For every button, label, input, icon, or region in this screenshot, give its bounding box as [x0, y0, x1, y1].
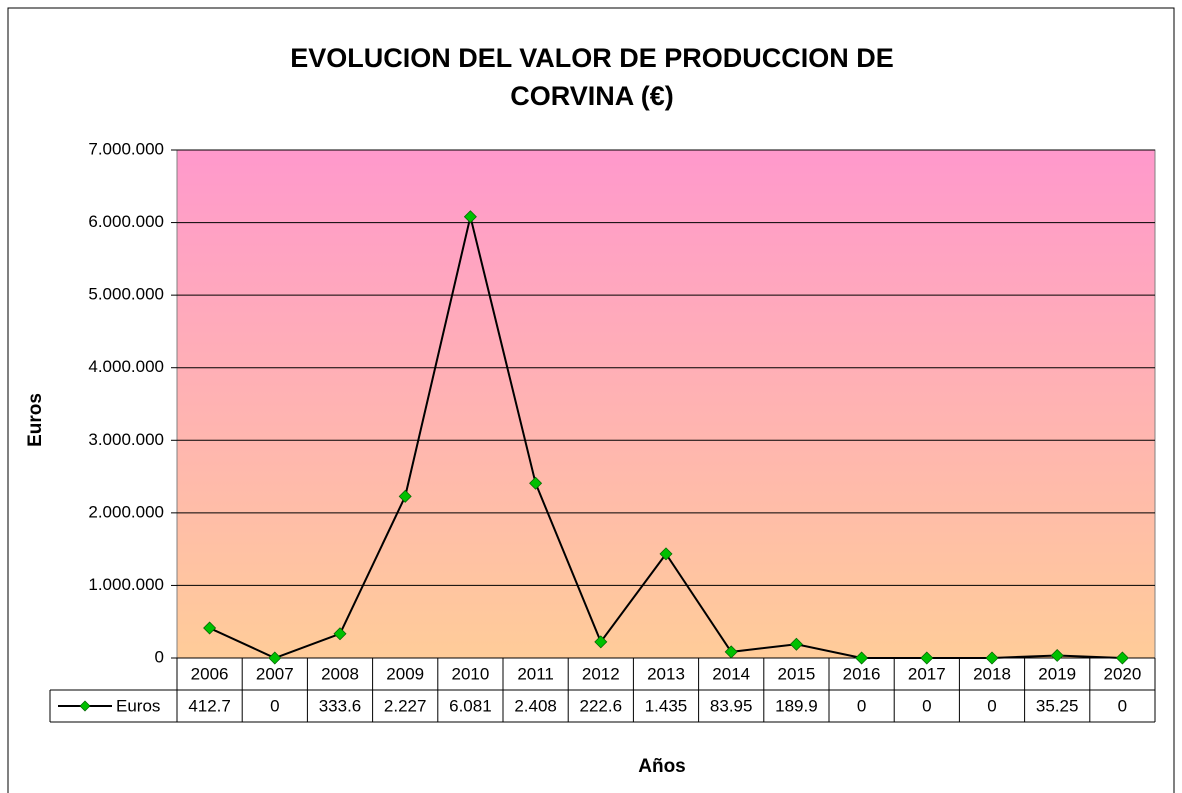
data-marker — [529, 476, 543, 490]
data-label: 189.9 — [775, 696, 818, 715]
y-tick-label: 3.000.000 — [88, 430, 164, 449]
data-marker — [659, 547, 673, 561]
legend-label: Euros — [116, 696, 160, 715]
chart-title: CORVINA (€) — [510, 81, 674, 111]
y-tick-label: 0 — [155, 647, 164, 666]
data-marker — [789, 637, 803, 651]
data-label: 0 — [270, 696, 279, 715]
x-tick-label: 2012 — [582, 664, 620, 683]
x-tick-label: 2013 — [647, 664, 685, 683]
x-tick-label: 2016 — [843, 664, 881, 683]
x-tick-label: 2006 — [191, 664, 229, 683]
plot-area — [176, 149, 1156, 659]
x-tick-label: 2019 — [1038, 664, 1076, 683]
data-label: 0 — [922, 696, 931, 715]
data-marker — [1115, 651, 1129, 665]
data-label: 35.25 — [1036, 696, 1079, 715]
data-label: 0 — [1118, 696, 1127, 715]
data-label: 412.7 — [188, 696, 231, 715]
y-tick-label: 1.000.000 — [88, 575, 164, 594]
y-tick-label: 4.000.000 — [88, 357, 164, 376]
data-marker — [724, 645, 738, 659]
data-marker — [594, 635, 608, 649]
data-marker — [398, 489, 412, 503]
x-tick-label: 2007 — [256, 664, 294, 683]
y-tick-label: 2.000.000 — [88, 502, 164, 521]
x-tick-label: 2017 — [908, 664, 946, 683]
data-marker — [333, 627, 347, 641]
data-marker — [203, 621, 217, 635]
x-tick-label: 2014 — [712, 664, 750, 683]
legend-marker — [79, 700, 91, 712]
chart-title: EVOLUCION DEL VALOR DE PRODUCCION DE — [290, 43, 894, 73]
x-tick-label: 2015 — [777, 664, 815, 683]
data-marker — [985, 651, 999, 665]
x-tick-label: 2008 — [321, 664, 359, 683]
data-label: 2.227 — [384, 696, 427, 715]
y-axis-label: Euros — [25, 393, 46, 447]
data-label: 2.408 — [514, 696, 557, 715]
data-label: 83.95 — [710, 696, 753, 715]
x-axis-label: Años — [638, 756, 686, 777]
y-tick-label: 7.000.000 — [88, 139, 164, 158]
data-marker — [1050, 648, 1064, 662]
y-tick-label: 5.000.000 — [88, 285, 164, 304]
data-marker — [920, 651, 934, 665]
data-label: 6.081 — [449, 696, 492, 715]
data-marker — [855, 651, 869, 665]
data-marker — [463, 210, 477, 224]
data-label: 1.435 — [645, 696, 688, 715]
data-label: 0 — [987, 696, 996, 715]
x-tick-label: 2009 — [386, 664, 424, 683]
y-tick-label: 6.000.000 — [88, 212, 164, 231]
data-label: 222.6 — [580, 696, 623, 715]
data-label: 0 — [857, 696, 866, 715]
x-tick-label: 2010 — [451, 664, 489, 683]
x-tick-label: 2011 — [517, 664, 554, 683]
x-tick-label: 2020 — [1103, 664, 1141, 683]
x-tick-label: 2018 — [973, 664, 1011, 683]
data-marker — [268, 651, 282, 665]
data-label: 333.6 — [319, 696, 362, 715]
